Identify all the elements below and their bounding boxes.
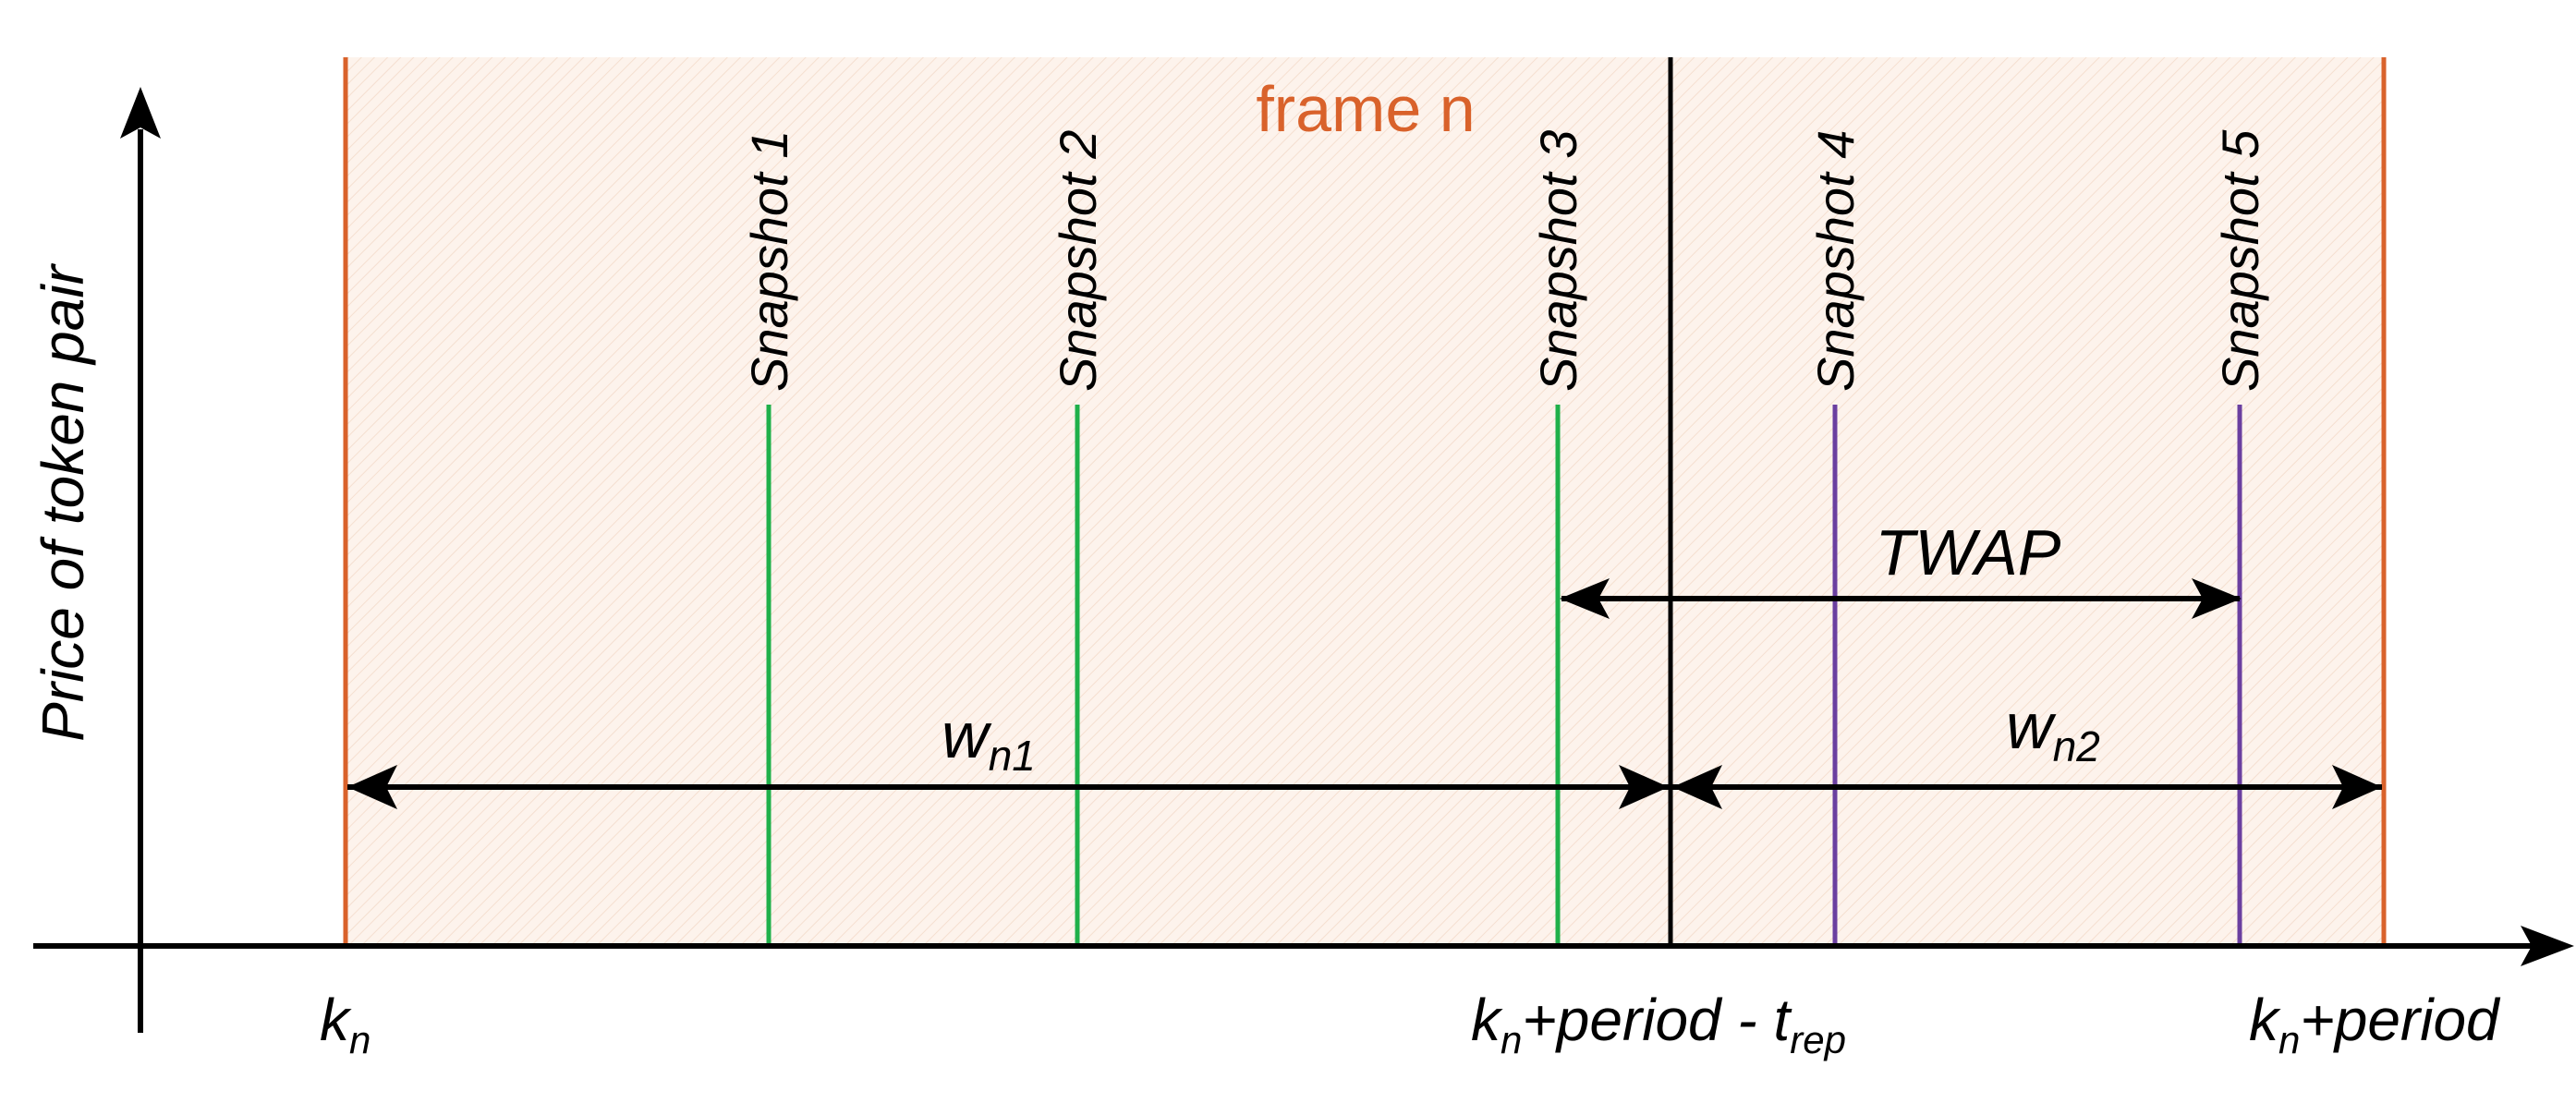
frame-region [346, 57, 2384, 946]
snapshot-1-label: Snapshot 1 [740, 130, 798, 392]
y-axis-arrowhead [120, 87, 161, 139]
x-label-start: kn [320, 987, 371, 1061]
w-n1-label: wn1 [942, 699, 1036, 780]
snapshot-group: Snapshot 1 Snapshot 2 Snapshot 3 Snapshot 4… [740, 129, 2269, 946]
frame-label: frame n [1256, 73, 1475, 145]
w-n2-label: wn2 [2006, 690, 2100, 770]
x-axis-arrowhead [2521, 926, 2574, 966]
y-axis-label: Price of token pair [30, 262, 96, 742]
twap-arrow [1560, 578, 2242, 619]
w-n2-arrow [1672, 765, 2382, 809]
snapshot-5-label: Snapshot 5 [2211, 129, 2269, 392]
snapshot-2-label: Snapshot 2 [1049, 130, 1107, 392]
twap-label: TWAP [1876, 516, 2061, 588]
snapshot-3-label: Snapshot 3 [1529, 130, 1587, 392]
x-label-end: kn+period [2249, 987, 2501, 1061]
w-n1-arrow [347, 765, 1669, 809]
x-label-middle: kn+period - trep [1471, 987, 1846, 1061]
snapshot-4-label: Snapshot 4 [1806, 130, 1865, 392]
